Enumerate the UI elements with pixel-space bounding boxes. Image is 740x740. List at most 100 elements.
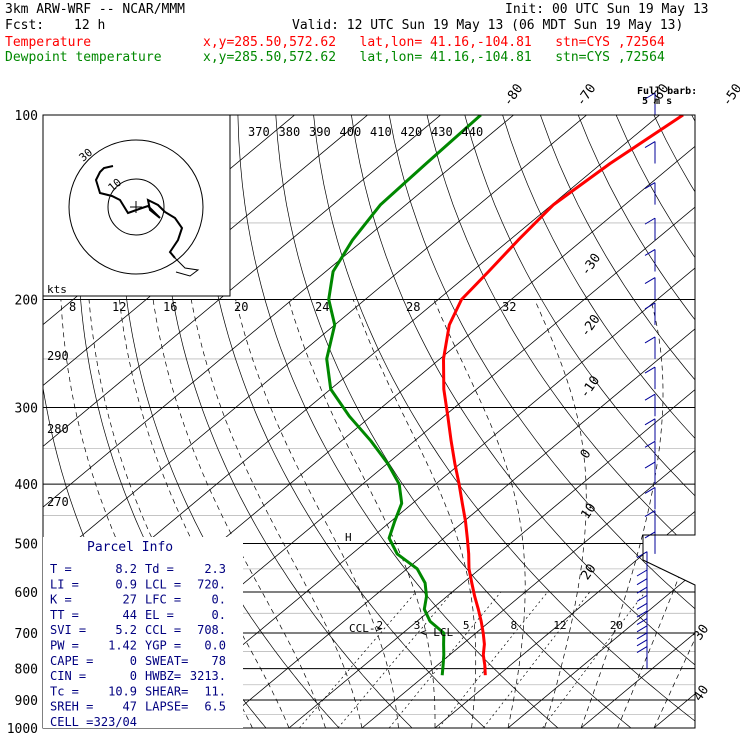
mixing-ratio-label: 3	[414, 619, 421, 632]
pressure-tick-label: 100	[15, 109, 38, 124]
wind-barb-flag	[636, 551, 648, 559]
wind-barb-flag	[636, 586, 648, 594]
mixing-ratio-line	[299, 591, 417, 728]
wind-barb-flag	[636, 632, 648, 640]
dry-adiabat-line	[160, 115, 413, 728]
wind-barb-flag	[636, 618, 648, 625]
moist-adiabat-line	[617, 299, 695, 728]
dry-adiabat-line	[615, 115, 695, 728]
dewpoint-location: x,y=285.50,572.62 lat,lon= 41.16,-104.81…	[203, 50, 665, 65]
hodograph-speed-label: 16	[163, 300, 177, 314]
dewpoint-legend-label: Dewpoint temperature	[5, 50, 162, 65]
isotherm-label: -20	[578, 312, 604, 340]
temperature-location: x,y=285.50,572.62 lat,lon= 41.16,-104.81…	[203, 35, 665, 50]
wind-barb-flag	[636, 639, 648, 647]
wind-barb-flag	[644, 393, 656, 401]
theta-label: 390	[309, 125, 331, 139]
temperature-legend-label: Temperature	[5, 35, 92, 50]
isotherm-label: 0	[578, 447, 595, 462]
temperature-profile	[442, 115, 684, 676]
mixing-ratio-line	[483, 591, 591, 728]
pressure-tick-label: 800	[15, 663, 38, 678]
wind-barb-flag	[636, 594, 648, 602]
theta-label: 410	[370, 125, 392, 139]
wind-barb-flag	[644, 182, 656, 190]
moist-adiabat-line	[580, 299, 664, 728]
dry-adiabat-line	[351, 115, 695, 728]
hodograph-ring-10	[107, 178, 165, 236]
mixing-ratio-line	[438, 591, 548, 728]
moist-adiabat-line	[119, 299, 290, 728]
hodograph-trace	[94, 165, 184, 259]
moist-adiabat-line	[190, 299, 363, 728]
theta-e-label: 270	[47, 495, 69, 509]
wind-barb-flag	[644, 510, 656, 518]
moist-adiabat-line	[352, 299, 477, 728]
wind-barb-flag	[644, 141, 656, 148]
height-marker: H	[345, 531, 352, 544]
hodograph-speed-label: 12	[112, 300, 126, 314]
wind-barb-flag	[644, 249, 656, 256]
isotherm-label: -80	[501, 81, 527, 109]
wind-barb-flag	[644, 217, 656, 225]
moist-adiabat-line	[88, 299, 253, 728]
dry-adiabat-line	[199, 115, 486, 728]
isotherm-label: 30	[691, 622, 712, 643]
mixing-ratio-label: 12	[553, 619, 566, 632]
isotherm-line	[727, 115, 740, 728]
isotherm-line	[507, 115, 695, 728]
moist-adiabat-line	[152, 299, 326, 728]
dry-adiabat-line	[275, 115, 632, 728]
lcl-marker: <-LCL	[420, 626, 453, 639]
isotherm-label: -10	[577, 373, 603, 401]
theta-label: 420	[401, 125, 423, 139]
hodograph-speed-label: 8	[69, 300, 76, 314]
theta-label: 400	[340, 125, 362, 139]
mixing-ratio-label: 2	[377, 619, 384, 632]
dry-adiabat-line	[313, 115, 695, 728]
pressure-tick-label: 300	[15, 401, 38, 416]
theta-label: 430	[431, 125, 453, 139]
pressure-tick-label: 700	[15, 627, 38, 642]
init-time: Init: 00 UTC Sun 19 May 13	[505, 2, 709, 17]
valid-time: Valid: 12 UTC Sun 19 May 13 (06 MDT Sun …	[292, 18, 684, 33]
forecast-label: Fcst:	[5, 18, 45, 33]
isotherm-label: 40	[691, 683, 712, 704]
isotherm-line	[580, 115, 695, 728]
theta-e-label: 280	[47, 422, 69, 436]
wind-barb-flag	[644, 92, 656, 100]
barb-legend-line1: Full barb:	[637, 86, 697, 97]
wind-barb-flag	[644, 461, 656, 469]
theta-e-label: 290	[47, 349, 69, 363]
isotherm-line	[288, 115, 695, 728]
dry-adiabat-line	[388, 115, 695, 728]
dry-adiabat-line	[577, 115, 695, 728]
wind-barb-flag	[644, 418, 656, 426]
forecast-hour: 12 h	[74, 18, 106, 33]
theta-label: 440	[462, 125, 484, 139]
isotherm-label: 10	[578, 501, 599, 522]
wind-barb-flag	[636, 602, 648, 610]
isotherm-line	[434, 115, 695, 728]
isotherm-label: -50	[720, 81, 740, 109]
mixing-ratio-line	[388, 591, 502, 728]
hodograph-speed-label: 20	[234, 300, 248, 314]
isotherm-line	[361, 115, 695, 728]
pressure-tick-label: 1000	[7, 722, 38, 737]
pressure-tick-label: 200	[15, 294, 38, 309]
theta-label: 370	[248, 125, 270, 139]
hodograph-units-label: kts	[47, 283, 67, 296]
model-title: 3km ARW-WRF -- NCAR/MMM	[5, 2, 186, 17]
dewpoint-profile	[325, 115, 482, 676]
isotherm-line	[43, 115, 587, 728]
hodograph-trace-tail	[174, 257, 200, 277]
wind-barb-flag	[636, 610, 648, 618]
dry-adiabat-line	[502, 115, 695, 728]
wind-barb-flag	[636, 569, 648, 577]
mixing-ratio-label: 5	[463, 619, 470, 632]
wind-barb-flag	[636, 625, 648, 633]
isotherm-label: 20	[578, 562, 599, 583]
moist-adiabat-line	[288, 299, 436, 728]
hodograph-speed-label: 28	[406, 300, 420, 314]
wind-barb-flag	[636, 646, 648, 654]
